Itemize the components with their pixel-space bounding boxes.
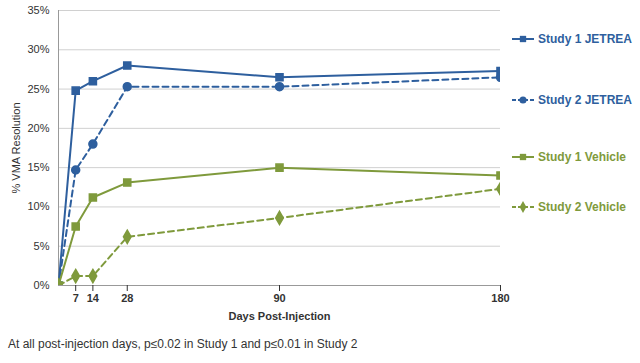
svg-text:35%: 35%	[27, 4, 49, 16]
svg-text:25%: 25%	[27, 83, 49, 95]
svg-text:% VMA Resolution: % VMA Resolution	[10, 102, 22, 193]
svg-text:90: 90	[273, 292, 285, 304]
svg-text:0%: 0%	[34, 279, 50, 291]
html-text:Study 1 JETREA: Study 1 JETREA	[538, 32, 632, 46]
svg-text:28: 28	[121, 292, 133, 304]
svg-text:30%: 30%	[27, 43, 49, 55]
svg-text:180: 180	[491, 292, 509, 304]
html-text:Study 2 Vehicle: Study 2 Vehicle	[538, 200, 626, 214]
html-text:Study 2 JETREA: Study 2 JETREA	[538, 93, 632, 107]
html-text:At all post-injection days, p≤: At all post-injection days, p≤0.02 in St…	[8, 337, 358, 351]
html-text:Study 1 Vehicle: Study 1 Vehicle	[538, 150, 626, 164]
svg-text:14: 14	[87, 292, 100, 304]
svg-text:Days Post-Injection: Days Post-Injection	[228, 310, 330, 322]
svg-text:7: 7	[73, 292, 79, 304]
svg-text:15%: 15%	[27, 161, 49, 173]
svg-text:5%: 5%	[34, 240, 50, 252]
svg-text:20%: 20%	[27, 122, 49, 134]
svg-text:10%: 10%	[27, 200, 49, 212]
